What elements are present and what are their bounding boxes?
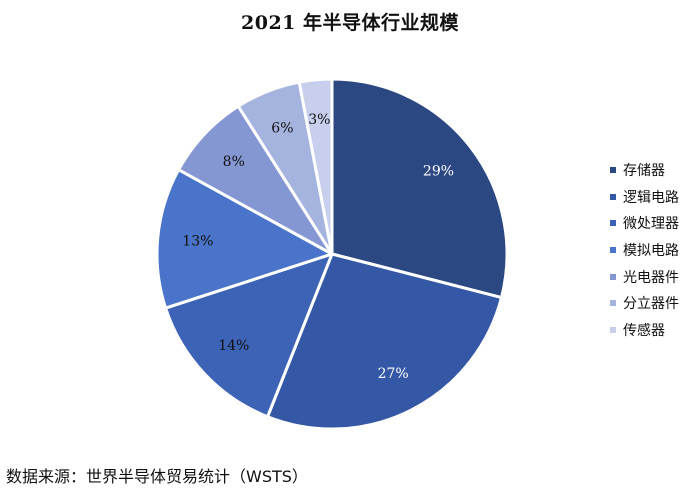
pie-slice-2 [266, 252, 504, 431]
legend-swatch [610, 300, 616, 307]
slice-label-4: 13% [182, 233, 213, 249]
legend-item-7: 传感器 [610, 317, 679, 344]
chart-title: 2021 年半导体行业规模 [241, 12, 459, 34]
legend-label: 传感器 [623, 322, 665, 339]
slice-label-1: 29% [423, 163, 454, 179]
slice-label-7: 3% [308, 112, 330, 128]
legend-item-1: 存储器 [610, 157, 679, 184]
source-note: 数据来源：世界半导体贸易统计（WSTS） [6, 467, 308, 486]
legend-item-6: 分立器件 [610, 290, 679, 317]
legend-swatch [610, 326, 616, 333]
legend-swatch [610, 247, 616, 254]
pie-slice-7 [297, 77, 334, 256]
legend-label: 分立器件 [623, 296, 679, 313]
slice-label-5: 8% [223, 154, 245, 170]
legend-swatch [610, 167, 616, 174]
pie-slice-4 [155, 168, 334, 310]
slice-label-2: 27% [378, 366, 409, 382]
legend-label: 逻辑电路 [623, 189, 679, 206]
legend: 存储器逻辑电路微处理器模拟电路光电器件分立器件传感器 [610, 157, 679, 343]
legend-swatch [610, 273, 616, 280]
slice-label-6: 6% [271, 121, 293, 137]
legend-label: 微处理器 [623, 216, 679, 233]
legend-label: 模拟电路 [623, 243, 679, 260]
legend-swatch [610, 220, 616, 227]
legend-swatch [610, 193, 616, 200]
pie-slice-1 [330, 77, 509, 300]
legend-item-2: 逻辑电路 [610, 184, 679, 211]
legend-label: 光电器件 [623, 269, 679, 286]
legend-item-3: 微处理器 [610, 210, 679, 237]
slice-label-3: 14% [218, 338, 249, 354]
legend-label: 存储器 [623, 163, 665, 180]
legend-item-5: 光电器件 [610, 263, 679, 290]
legend-item-4: 模拟电路 [610, 237, 679, 264]
